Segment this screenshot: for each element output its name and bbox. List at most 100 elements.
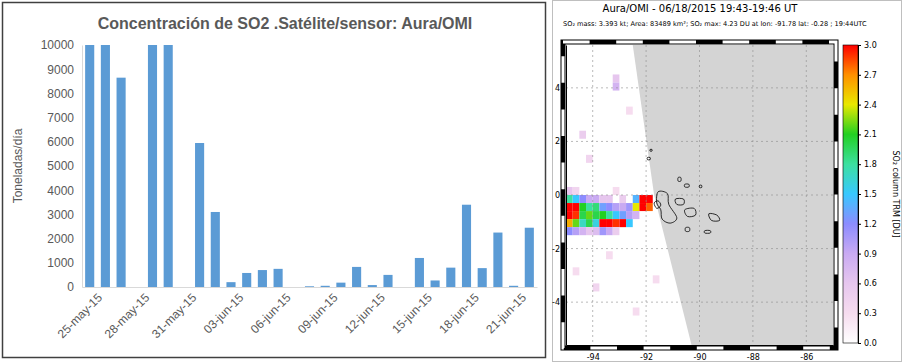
coastline xyxy=(675,198,684,205)
bar xyxy=(195,143,204,287)
cell xyxy=(586,227,593,235)
tick-label: -94 xyxy=(587,353,600,362)
tick-label: 4 xyxy=(555,84,560,93)
tick: 0 xyxy=(67,280,82,294)
coastline xyxy=(704,230,711,233)
chart-title: Aura/OMI - 06/18/2015 19:43-19:46 UT xyxy=(603,3,799,14)
cell xyxy=(626,219,633,227)
tick-label: -90 xyxy=(693,353,706,362)
plot-background xyxy=(566,45,833,345)
bar xyxy=(415,258,424,287)
tick: 03-jun-15 xyxy=(201,287,247,336)
cell xyxy=(633,195,640,203)
cell xyxy=(613,219,620,227)
bar xyxy=(321,286,330,287)
tick-label: 15-jun-15 xyxy=(389,290,435,336)
cell xyxy=(599,219,606,227)
tick: -4 xyxy=(552,298,566,307)
cell xyxy=(593,203,600,211)
tick-mark xyxy=(858,164,861,165)
y-axis: 0100020003000400050006000700080009000100… xyxy=(41,38,83,294)
tick-label: 1.2 xyxy=(864,220,877,229)
tick-label: 5000 xyxy=(47,159,74,173)
cell xyxy=(646,195,653,203)
tick-label: 1.8 xyxy=(864,160,877,169)
tick-mark xyxy=(858,75,861,76)
tick: 09-jun-15 xyxy=(295,287,341,336)
tick-label: 21-jun-15 xyxy=(483,290,529,336)
cell xyxy=(646,203,653,211)
cell xyxy=(566,219,573,227)
coastline xyxy=(684,184,689,187)
coastline xyxy=(709,213,720,221)
chart-title: Concentración de SO2 .Satélite/sensor: A… xyxy=(98,15,473,32)
tick-label: 2 xyxy=(555,137,560,146)
cell xyxy=(613,83,620,91)
tick: 1.5 xyxy=(858,190,877,199)
tick: 21-jun-15 xyxy=(483,287,529,336)
bar xyxy=(478,268,487,287)
tick-label: 4000 xyxy=(47,184,74,198)
tick-label: 12-jun-15 xyxy=(342,290,388,336)
bar xyxy=(258,270,267,287)
coastline xyxy=(699,185,702,188)
tick-label: -88 xyxy=(747,353,760,362)
tick: 06-jun-15 xyxy=(248,287,294,336)
cell xyxy=(613,211,620,219)
tick-label: 0.3 xyxy=(864,309,877,318)
cell xyxy=(599,211,606,219)
cell xyxy=(586,155,593,163)
tick: -92 xyxy=(640,345,653,362)
bar-chart-panel: Concentración de SO2 .Satélite/sensor: A… xyxy=(3,3,546,358)
tick-label: 2000 xyxy=(47,232,74,246)
cell xyxy=(606,219,613,227)
tick: 2000 xyxy=(47,232,82,246)
tick: 4 xyxy=(555,84,566,93)
bar xyxy=(352,267,361,287)
bar xyxy=(226,282,235,287)
tick-label: 28-may-15 xyxy=(102,290,153,341)
tick: 0.0 xyxy=(858,339,877,348)
grid-line xyxy=(566,302,833,303)
coastlines xyxy=(647,149,720,233)
cell xyxy=(579,195,586,203)
tick: -88 xyxy=(747,345,760,362)
colorbar-axis: 0.00.30.60.91.21.51.82.12.42.73.0 xyxy=(858,41,877,348)
bar xyxy=(101,45,110,287)
cell xyxy=(639,203,646,211)
tick-label: 8000 xyxy=(47,87,74,101)
cell xyxy=(573,187,580,195)
bar xyxy=(525,228,534,287)
tick: -86 xyxy=(800,345,813,362)
tick: 2.1 xyxy=(858,130,877,139)
tick-label: 06-jun-15 xyxy=(248,290,294,336)
coastline xyxy=(678,177,681,181)
bars xyxy=(85,45,534,287)
tick-label: 3.0 xyxy=(864,41,877,50)
cell xyxy=(586,195,593,203)
grid-line xyxy=(566,248,833,249)
grid-line xyxy=(699,45,700,345)
tick-mark xyxy=(858,134,861,135)
bar xyxy=(148,45,157,287)
tick-label: 3000 xyxy=(47,208,74,222)
bar xyxy=(117,78,126,287)
bar xyxy=(509,286,518,287)
cell xyxy=(579,211,586,219)
tick: 15-jun-15 xyxy=(389,287,435,336)
cell xyxy=(586,219,593,227)
cell xyxy=(606,203,613,211)
tick: 12-jun-15 xyxy=(342,287,388,336)
tick-mark xyxy=(858,194,861,195)
tick-mark xyxy=(858,283,861,284)
cell xyxy=(573,211,580,219)
grid-line xyxy=(566,141,833,142)
tick-label: 2.4 xyxy=(864,101,877,110)
tick-mark xyxy=(858,254,861,255)
tick-mark xyxy=(858,224,861,225)
coastline xyxy=(685,227,690,231)
tick-label: 0.6 xyxy=(864,279,877,288)
bar xyxy=(242,273,251,287)
cell xyxy=(593,211,600,219)
figure: Concentración de SO2 .Satélite/sensor: A… xyxy=(0,0,903,363)
